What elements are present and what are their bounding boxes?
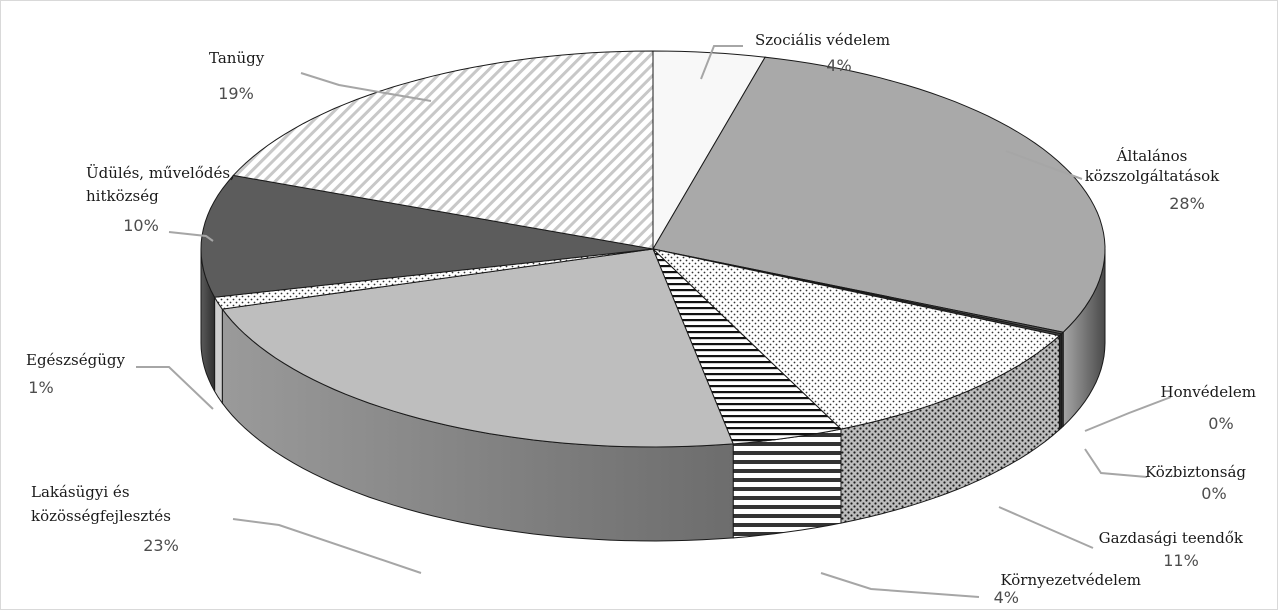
data-labels: Szociális védelem 4% Általános közszolgálta… [26, 31, 1256, 607]
slice-label-6-line-0: Lakásügyi és [31, 483, 130, 501]
slice-label-6-line-1: közösségfejlesztés [31, 507, 171, 525]
pie-slice-1 [652, 56, 1106, 333]
leader-line-3 [1084, 448, 1148, 478]
leader-line-1 [1005, 150, 1083, 180]
leader-line-5 [820, 572, 980, 598]
leader-line-2 [1084, 396, 1172, 432]
slice-value-4: 11% [1163, 551, 1199, 570]
slice-value-6: 23% [143, 536, 179, 555]
slice-value-3: 0% [1201, 484, 1226, 503]
pie-tops [200, 50, 1106, 448]
pie-slice-0 [652, 50, 766, 251]
slice-label-5: Környezetvédelem [1000, 571, 1141, 589]
slice-label-2: Honvédelem [1160, 383, 1256, 401]
slice-label-3: Közbiztonság [1145, 463, 1246, 481]
pie-slice-4 [651, 248, 1061, 430]
pie-slice-6 [221, 248, 734, 448]
pie-side-7 [214, 295, 223, 405]
pie-sides [200, 248, 1106, 542]
slice-label-8-line-1: hitközség [86, 187, 159, 205]
slice-value-9: 19% [218, 84, 254, 103]
pie-side-5 [732, 428, 842, 539]
pie-slice-5 [652, 248, 843, 445]
slice-value-0: 4% [826, 56, 851, 75]
leader-line-9 [300, 72, 432, 102]
slice-label-9: Tanügy [209, 49, 265, 67]
slice-label-7: Egészségügy [26, 351, 125, 369]
slice-label-0: Szociális védelem [755, 31, 890, 49]
slice-label-4: Gazdasági teendők [1099, 529, 1244, 547]
slice-label-8-line-0: Üdülés, művelődés, [86, 164, 235, 182]
slice-value-5: 4% [994, 588, 1019, 607]
slice-value-1: 28% [1169, 194, 1205, 213]
leader-lines [136, 45, 1172, 598]
leader-line-4 [998, 506, 1094, 549]
leader-line-6 [232, 518, 422, 574]
slice-value-7: 1% [28, 378, 53, 397]
leader-line-8 [168, 231, 214, 242]
slice-label-1-line-0: Általános [1116, 147, 1188, 165]
slice-value-2: 0% [1208, 414, 1233, 433]
leader-line-7 [136, 366, 214, 410]
pie-slice-9 [232, 50, 654, 250]
leader-line-0 [700, 45, 743, 80]
slice-value-8: 10% [123, 216, 159, 235]
slice-label-1-line-1: közszolgáltatások [1085, 167, 1220, 185]
